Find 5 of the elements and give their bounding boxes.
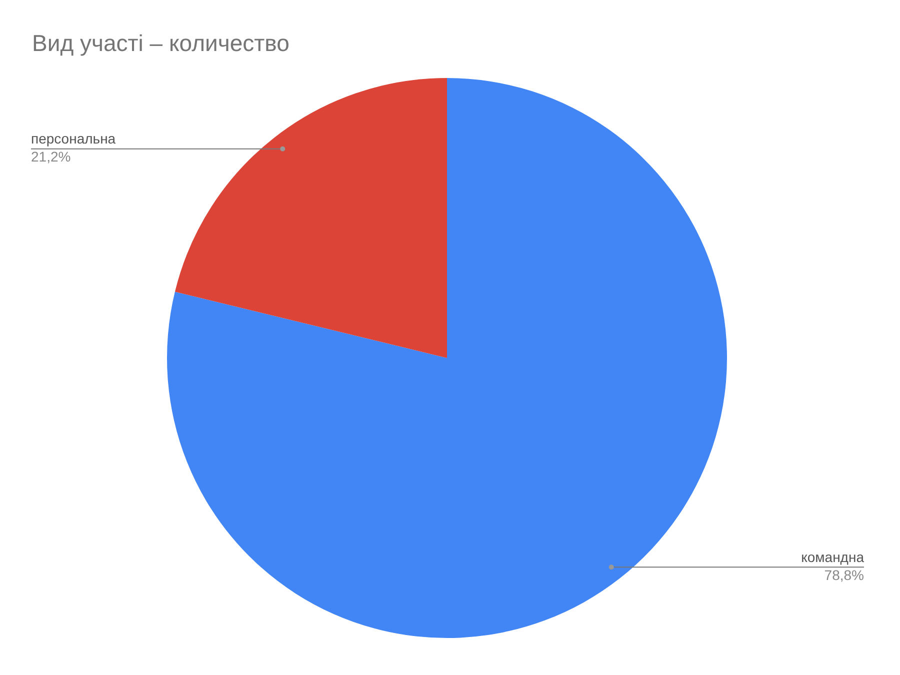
chart-title: Вид участі – количество — [32, 30, 290, 57]
data-label: 78,8% — [824, 567, 864, 584]
slice-label: персональна — [31, 130, 116, 147]
data-label: 21,2% — [31, 148, 71, 165]
slice-label: командна — [801, 549, 864, 566]
